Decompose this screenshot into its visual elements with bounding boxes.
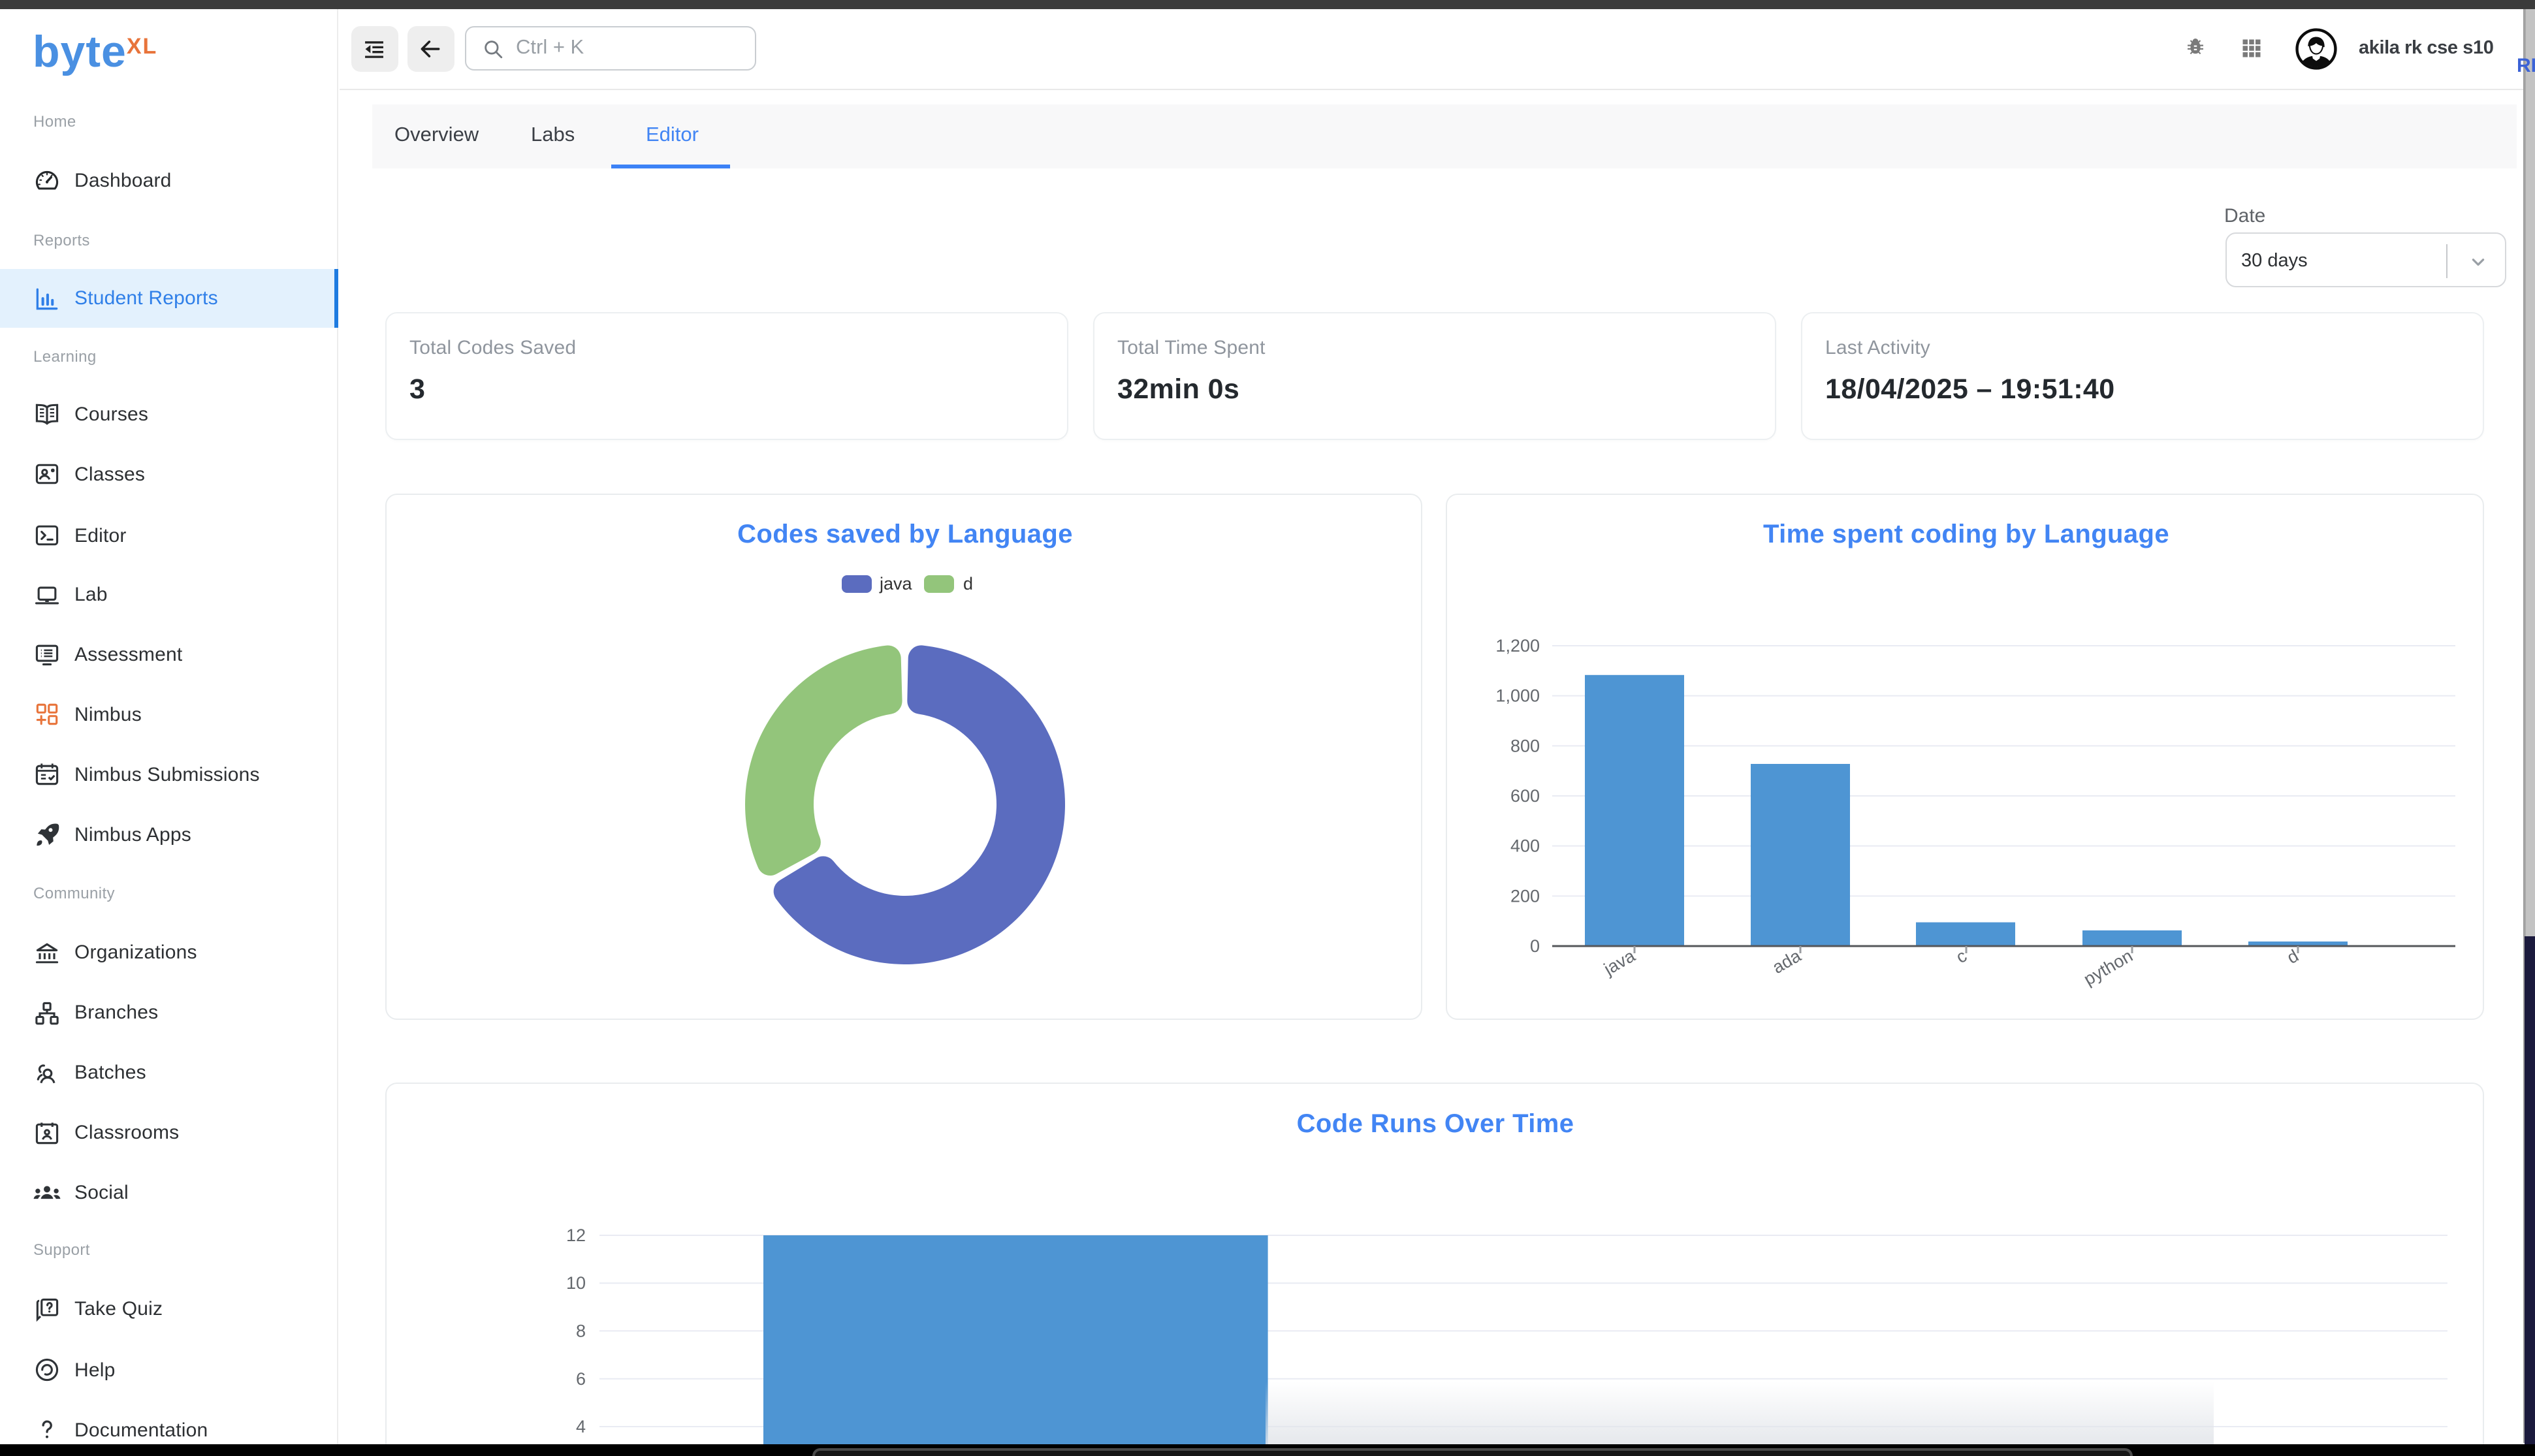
svg-text:java: java [1599, 945, 1638, 979]
svg-text:10: 10 [566, 1273, 585, 1293]
svg-text:d: d [2283, 945, 2301, 967]
svg-text:python: python [2080, 945, 2135, 989]
svg-text:600: 600 [1510, 785, 1539, 805]
svg-text:6: 6 [575, 1369, 585, 1389]
svg-text:12: 12 [566, 1226, 585, 1245]
svg-text:400: 400 [1510, 836, 1539, 855]
svg-text:1,200: 1,200 [1495, 635, 1539, 655]
svg-text:4: 4 [575, 1417, 585, 1436]
svg-text:800: 800 [1510, 735, 1539, 755]
svg-text:c: c [1952, 945, 1969, 967]
svg-text:200: 200 [1510, 885, 1539, 905]
svg-text:Time spent coding by Language: Time spent coding by Language [1762, 519, 2169, 548]
svg-text:Code Runs Over Time: Code Runs Over Time [1296, 1109, 1574, 1138]
svg-text:0: 0 [1529, 936, 1539, 955]
svg-text:d: d [963, 573, 972, 593]
svg-text:java: java [878, 573, 912, 593]
svg-text:8: 8 [575, 1321, 585, 1340]
svg-text:Codes saved by Language: Codes saved by Language [737, 519, 1072, 548]
svg-text:1,000: 1,000 [1495, 686, 1539, 705]
